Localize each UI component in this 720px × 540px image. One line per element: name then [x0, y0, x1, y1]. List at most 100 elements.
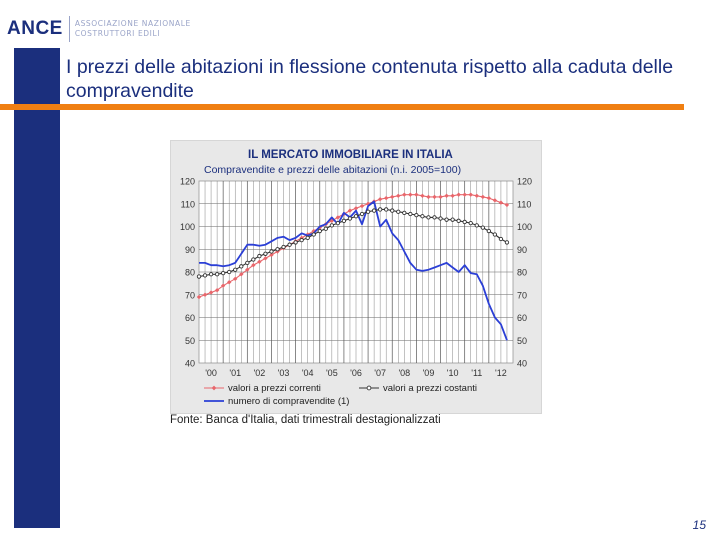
data-point — [377, 197, 383, 202]
legend-label: valori a prezzi correnti — [228, 383, 321, 394]
title-underline-rule — [0, 104, 684, 110]
x-tick-label: '12 — [495, 368, 507, 378]
data-point — [480, 225, 485, 230]
data-point — [220, 283, 226, 288]
legend-marker — [211, 385, 217, 391]
series-line — [199, 200, 508, 341]
source-note: Fonte: Banca d'Italia, dati trimestrali … — [170, 414, 441, 426]
y-tick-label-right: 100 — [517, 222, 532, 232]
x-tick-label: '09 — [423, 368, 435, 378]
ance-logo: ANCE ASSOCIAZIONE NAZIONALE COSTRUTTORI … — [7, 16, 191, 42]
left-accent-bar — [14, 48, 60, 528]
y-tick-label-right: 50 — [517, 336, 527, 346]
data-point — [257, 259, 262, 264]
y-tick-label-left: 110 — [181, 199, 195, 209]
data-point — [426, 215, 431, 220]
x-tick-label: '06 — [350, 368, 362, 378]
data-point — [444, 217, 449, 222]
data-point — [287, 242, 292, 247]
y-tick-label-left: 70 — [185, 290, 195, 300]
data-point — [438, 194, 443, 200]
x-tick-label: '04 — [302, 368, 314, 378]
data-point — [214, 272, 220, 277]
data-point — [450, 193, 455, 198]
y-tick-label-left: 50 — [185, 336, 195, 346]
data-point — [420, 214, 425, 219]
data-point — [396, 209, 401, 214]
y-tick-label-left: 120 — [180, 177, 195, 187]
y-tick-label-right: 70 — [517, 290, 527, 300]
data-point — [202, 273, 208, 278]
data-point — [305, 235, 310, 241]
data-point — [317, 228, 322, 234]
data-point — [226, 280, 232, 285]
x-tick-label: '07 — [374, 368, 386, 378]
logo-subtitle-line-2: COSTRUTTORI EDILI — [74, 29, 161, 38]
series-line — [198, 194, 508, 298]
x-tick-label: '01 — [229, 368, 241, 378]
y-tick-label-left: 60 — [185, 313, 195, 323]
legend-label: valori a prezzi costanti — [383, 383, 477, 394]
data-point — [432, 215, 437, 220]
data-point — [275, 247, 280, 252]
data-point — [498, 200, 504, 205]
data-point — [208, 290, 214, 295]
data-point — [378, 207, 383, 212]
data-point — [269, 249, 274, 254]
x-tick-label: '08 — [398, 368, 410, 378]
data-point — [263, 251, 268, 256]
data-point — [432, 194, 437, 200]
data-point — [468, 220, 473, 226]
data-point — [504, 240, 510, 245]
data-point — [456, 218, 461, 223]
y-tick-label-right: 120 — [517, 177, 532, 187]
x-tick-label: '05 — [326, 368, 338, 378]
page-number: 15 — [692, 518, 706, 532]
y-tick-label-right: 60 — [517, 313, 527, 323]
data-point — [492, 198, 498, 203]
data-point — [359, 211, 365, 217]
data-point — [414, 212, 419, 218]
x-tick-label: '10 — [447, 368, 459, 378]
data-point — [233, 267, 238, 272]
data-point — [239, 264, 244, 269]
logo-subtitle: ASSOCIAZIONE NAZIONALE COSTRUTTORI EDILI — [75, 19, 191, 39]
data-point — [251, 262, 256, 268]
data-point — [263, 256, 268, 261]
data-point — [462, 219, 467, 225]
data-point — [196, 274, 202, 279]
y-tick-label-left: 80 — [185, 268, 195, 278]
x-tick-label: '03 — [278, 368, 290, 378]
data-point — [384, 207, 389, 212]
data-point — [202, 292, 208, 297]
data-point — [474, 193, 479, 198]
data-point — [311, 232, 316, 237]
data-point — [347, 216, 353, 221]
data-point — [251, 257, 256, 262]
legend-marker — [366, 385, 372, 391]
data-point — [329, 223, 334, 228]
data-point — [468, 192, 473, 197]
y-tick-label-left: 100 — [180, 222, 195, 232]
data-point — [233, 276, 238, 282]
chart-title: IL MERCATO IMMOBILIARE IN ITALIA — [248, 149, 453, 161]
data-point — [504, 202, 510, 208]
x-tick-label: '00 — [205, 368, 217, 378]
data-point — [347, 208, 353, 213]
grid-lines — [199, 181, 513, 363]
data-point — [245, 267, 250, 272]
data-point — [498, 236, 504, 242]
data-point — [383, 195, 389, 201]
data-point — [293, 240, 298, 245]
x-tick-label: '11 — [471, 368, 482, 378]
y-tick-label-left: 40 — [185, 359, 195, 369]
data-point — [359, 203, 365, 209]
data-point — [486, 228, 491, 234]
data-point — [227, 269, 232, 275]
data-point — [450, 217, 455, 222]
y-tick-label-right: 90 — [517, 245, 527, 255]
chart-panel: IL MERCATO IMMOBILIARE IN ITALIA Comprav… — [170, 140, 542, 414]
data-point — [408, 211, 413, 217]
y-tick-label-right: 110 — [517, 199, 531, 209]
data-point — [353, 214, 359, 219]
